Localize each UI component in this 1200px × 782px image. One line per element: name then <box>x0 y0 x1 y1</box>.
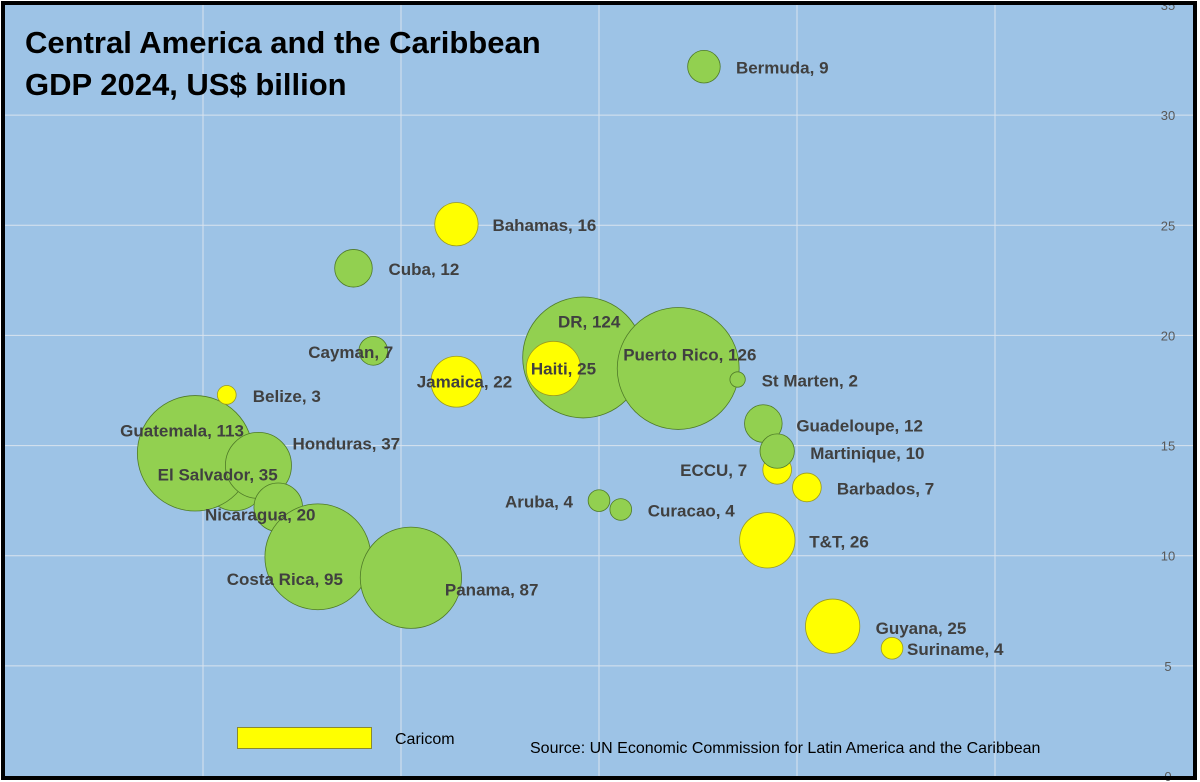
bubble-label-nicaragua: Nicaragua, 20 <box>205 505 316 524</box>
bubble-label-guyana: Guyana, 25 <box>876 619 967 638</box>
bubble-label-guatemala: Guatemala, 113 <box>120 421 244 440</box>
bubble-label-suriname: Suriname, 4 <box>907 640 1004 659</box>
bubble-label-martinique: Martinique, 10 <box>810 444 924 463</box>
bubble-label-haiti: Haiti, 25 <box>531 359 596 378</box>
bubble-label-cuba: Cuba, 12 <box>388 260 459 279</box>
bubble-label-barbados: Barbados, 7 <box>837 479 934 498</box>
bubble-label-puerto-rico: Puerto Rico, 126 <box>623 345 756 364</box>
bubble-barbados <box>792 472 822 503</box>
bubble-label-el-salvador: El Salvador, 35 <box>158 466 278 485</box>
chart-title: Central America and the Caribbean <box>25 25 541 60</box>
y-tick-label: 15 <box>1161 439 1175 454</box>
bubble-label-honduras: Honduras, 37 <box>292 434 400 453</box>
bubble-label-guadeloupe: Guadeloupe, 12 <box>796 417 923 436</box>
bubble-label-curacao: Curacao, 4 <box>648 501 735 520</box>
bubble-label-cayman: Cayman, 7 <box>308 343 393 362</box>
bubble-st-marten <box>729 371 746 388</box>
y-tick-label: 20 <box>1161 328 1175 343</box>
bubble-t-t <box>739 512 796 569</box>
bubble-label-costa-rica: Costa Rica, 95 <box>227 570 343 589</box>
bubble-cuba <box>334 249 373 288</box>
y-tick-label: 25 <box>1161 218 1175 233</box>
bubble-bahamas <box>434 202 479 247</box>
bubble-belize <box>216 385 237 405</box>
bubble-label-t-t: T&T, 26 <box>809 532 869 551</box>
legend-label-caricom: Caricom <box>395 731 455 748</box>
bubble-jamaica <box>430 355 483 408</box>
bubble-puerto-rico <box>616 307 740 430</box>
chart-subtitle: GDP 2024, US$ billion <box>25 67 347 102</box>
bubble-cayman <box>358 336 389 366</box>
y-tick-label: 5 <box>1164 659 1171 674</box>
bubble-panama <box>359 526 462 629</box>
y-tick-label: 30 <box>1161 108 1175 123</box>
y-tick-label: 10 <box>1161 549 1175 564</box>
bubble-labels: El Salvador, 35 Guatemala, 113 Honduras, 3… <box>120 59 1004 660</box>
bubble-martinique <box>759 433 795 469</box>
bubble-label-aruba: Aruba, 4 <box>505 493 574 512</box>
bubble-label-st-marten: St Marten, 2 <box>762 371 858 390</box>
bubble-bermuda <box>687 49 721 84</box>
bubble-aruba <box>587 489 611 512</box>
legend-swatch-caricom <box>237 727 372 749</box>
bubble-label-belize: Belize, 3 <box>253 387 321 406</box>
bubble-label-panama: Panama, 87 <box>445 581 539 600</box>
chart-title-block: Central America and the Caribbean GDP 20… <box>25 22 541 106</box>
bubble-label-bahamas: Bahamas, 16 <box>492 216 596 235</box>
bubble-label-eccu: ECCU, 7 <box>680 461 747 480</box>
bubble-suriname <box>880 636 904 660</box>
bubble-curacao <box>609 498 633 521</box>
y-tick-label: 0 <box>1164 769 1171 782</box>
bubble-label-dr: DR, 124 <box>558 312 621 331</box>
bubble-guyana <box>805 598 861 654</box>
bubble-label-bermuda: Bermuda, 9 <box>736 59 829 78</box>
bubbles <box>136 49 904 660</box>
bubble-label-jamaica: Jamaica, 22 <box>417 373 512 392</box>
bubble-haiti <box>525 340 582 397</box>
source-note: Source: UN Economic Commission for Latin… <box>530 740 1041 757</box>
